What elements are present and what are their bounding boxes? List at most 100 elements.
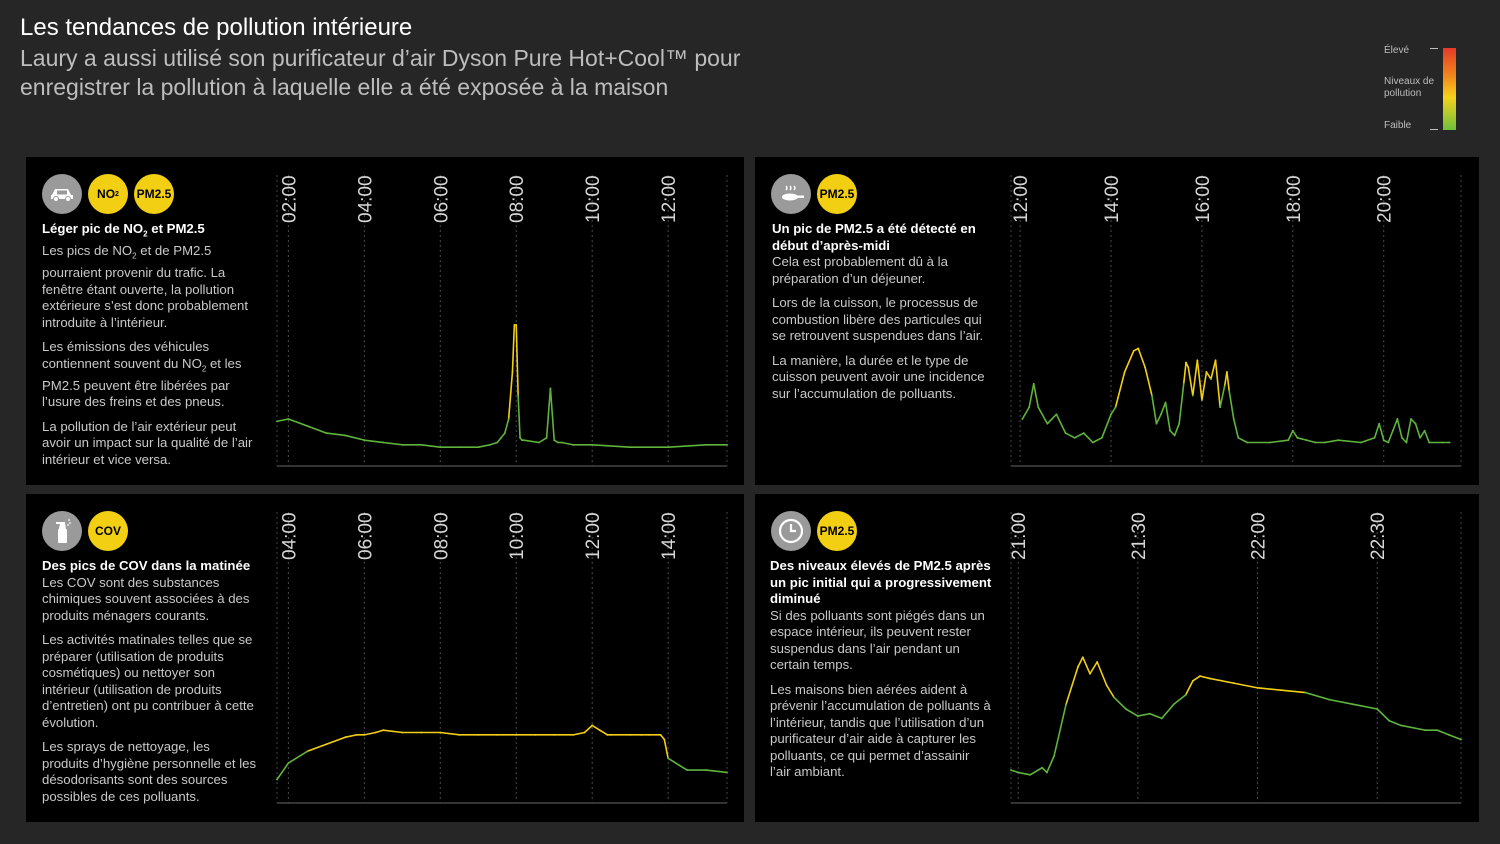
data-point bbox=[1160, 717, 1163, 720]
data-point bbox=[1414, 422, 1417, 425]
data-point bbox=[1376, 708, 1379, 710]
series-segment bbox=[1173, 422, 1180, 437]
series-segment bbox=[1178, 382, 1185, 425]
tick-label: 18:00 bbox=[1284, 175, 1305, 223]
series-segment bbox=[1077, 656, 1084, 668]
data-point bbox=[1448, 733, 1450, 736]
series-segment bbox=[561, 441, 575, 446]
series-segment bbox=[511, 324, 516, 373]
series-segment bbox=[538, 436, 548, 444]
series-segment bbox=[549, 387, 556, 441]
panel-no2-pm25: NO 2 PM2.5 Léger pic de NO2 et PM2.5 Les … bbox=[26, 157, 744, 485]
data-point bbox=[1187, 366, 1190, 369]
data-point bbox=[1096, 661, 1099, 663]
data-point bbox=[1082, 432, 1085, 434]
data-point bbox=[1423, 429, 1426, 432]
legend-tick-high bbox=[1430, 48, 1438, 49]
panel-paragraph: Les maisons bien aérées aident à préveni… bbox=[770, 681, 991, 780]
series-segment bbox=[1149, 712, 1163, 720]
series-segment bbox=[1192, 359, 1199, 397]
tick-label: 21:00 bbox=[1009, 512, 1030, 560]
series-segment bbox=[439, 731, 461, 736]
series-segment bbox=[1041, 766, 1048, 774]
series-segment bbox=[374, 729, 385, 734]
data-point bbox=[1041, 766, 1044, 769]
series-segment bbox=[1123, 350, 1135, 373]
series-segment bbox=[1219, 385, 1226, 409]
series-segment bbox=[1237, 436, 1249, 444]
data-point bbox=[726, 443, 728, 446]
data-point bbox=[1305, 439, 1308, 442]
data-point bbox=[1028, 406, 1031, 409]
data-point bbox=[1391, 429, 1394, 432]
data-point bbox=[363, 439, 366, 442]
series-segment bbox=[1410, 418, 1417, 425]
legend-gradient-bar bbox=[1443, 48, 1456, 130]
series-segment bbox=[1352, 703, 1379, 710]
data-point bbox=[515, 733, 518, 736]
data-point bbox=[1201, 399, 1203, 402]
data-point bbox=[1160, 413, 1162, 416]
series-segment bbox=[523, 439, 540, 444]
panel-heading: Des pics de COV dans la matinée bbox=[42, 558, 251, 573]
data-point bbox=[1328, 698, 1331, 701]
data-point bbox=[678, 764, 681, 767]
series-segment bbox=[1144, 366, 1153, 397]
series-segment bbox=[545, 387, 552, 439]
data-point bbox=[1410, 418, 1412, 420]
series-segment bbox=[1401, 436, 1408, 444]
series-segment bbox=[1392, 418, 1399, 432]
series-segment bbox=[1184, 680, 1194, 696]
data-point bbox=[1323, 441, 1326, 444]
data-point bbox=[549, 387, 552, 390]
data-point bbox=[325, 432, 328, 434]
spray-bottle-icon bbox=[42, 511, 82, 551]
data-point bbox=[1123, 371, 1126, 373]
data-point bbox=[1405, 441, 1408, 444]
series-segment bbox=[1046, 755, 1055, 774]
series-segment bbox=[1323, 439, 1340, 444]
data-point bbox=[1053, 755, 1055, 757]
series-segment bbox=[344, 734, 358, 738]
series-segment bbox=[1196, 359, 1203, 401]
pollution-legend: Élevé Niveaux de pollution Faible bbox=[1380, 42, 1490, 138]
data-point bbox=[572, 733, 575, 736]
data-point bbox=[1114, 406, 1117, 409]
data-point bbox=[1304, 691, 1307, 694]
series-segment bbox=[1360, 436, 1376, 444]
tick-label: 22:00 bbox=[1249, 512, 1270, 560]
series-segment bbox=[1396, 418, 1403, 439]
series-segment bbox=[276, 418, 290, 423]
tick-label: 22:30 bbox=[1368, 512, 1389, 560]
data-point bbox=[1191, 394, 1194, 397]
panel-paragraph: Les COV sont des substances chimiques so… bbox=[42, 574, 250, 623]
data-point bbox=[1373, 436, 1376, 439]
data-point bbox=[1155, 422, 1158, 425]
clock-icon bbox=[771, 511, 811, 551]
data-point bbox=[667, 757, 670, 760]
series-segment bbox=[1304, 691, 1331, 701]
data-point bbox=[496, 441, 499, 444]
data-point bbox=[1269, 441, 1271, 444]
series-segment bbox=[477, 444, 491, 449]
series-segment bbox=[1064, 432, 1076, 439]
series-segment bbox=[1017, 771, 1031, 776]
series-segment bbox=[1032, 382, 1040, 409]
series-segment bbox=[1182, 361, 1187, 385]
panel-text: Des niveaux élevés de PM2.5 après un pic… bbox=[770, 558, 992, 789]
series-segment bbox=[1201, 371, 1208, 401]
series-segment bbox=[1208, 677, 1235, 684]
series-segment bbox=[678, 764, 688, 771]
series-segment bbox=[1114, 371, 1126, 409]
data-point bbox=[1228, 389, 1231, 392]
tick-label: 12:00 bbox=[583, 512, 604, 560]
data-point bbox=[1136, 715, 1139, 717]
tick-label: 02:00 bbox=[279, 175, 300, 223]
series-segment bbox=[598, 729, 609, 736]
page-subtitle: Laury a aussi utilisé son purificateur d… bbox=[20, 45, 741, 100]
series-segment bbox=[1082, 432, 1094, 444]
badge-cov: COV bbox=[88, 511, 128, 551]
data-point bbox=[1291, 429, 1294, 432]
data-point bbox=[663, 738, 666, 741]
series-segment bbox=[1110, 406, 1117, 416]
